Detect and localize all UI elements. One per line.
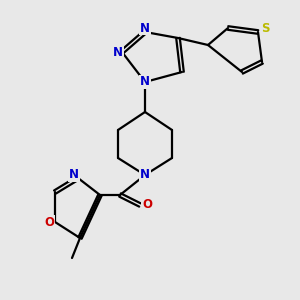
Text: N: N: [69, 169, 79, 182]
Text: O: O: [44, 215, 54, 229]
Text: N: N: [113, 46, 123, 59]
Text: O: O: [142, 199, 152, 212]
Text: N: N: [140, 22, 150, 34]
Text: S: S: [261, 22, 269, 34]
Text: N: N: [140, 169, 150, 182]
Text: N: N: [140, 76, 150, 88]
